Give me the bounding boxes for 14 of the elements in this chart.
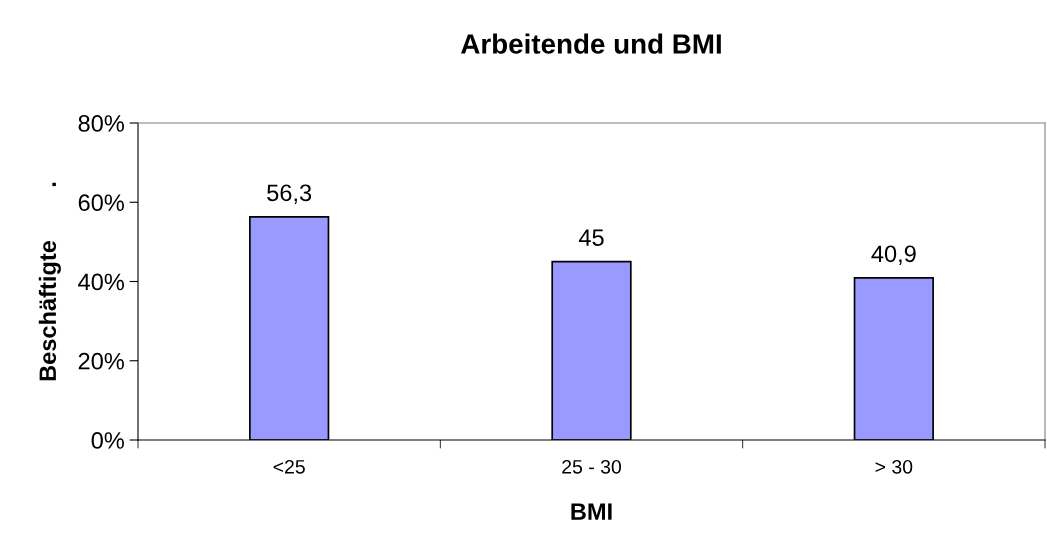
data-label: 45 (578, 229, 604, 246)
y-tick-label: 40% (78, 273, 124, 291)
data-label: 56,3 (267, 184, 312, 204)
y-tick-label: 80% (78, 115, 124, 132)
y-tick-label: 60% (78, 194, 124, 212)
y-tick-label: 20% (78, 352, 124, 370)
x-tick-label: <25 (273, 459, 305, 474)
x-tick-label: > 30 (875, 459, 913, 474)
data-label: 40,9 (871, 245, 916, 265)
x-axis-title: BMI (571, 503, 612, 520)
y-tick-label: 0% (91, 432, 124, 449)
x-tick-label: 25 - 30 (562, 459, 622, 474)
y-axis-title: Beschäftigte . (38, 182, 61, 381)
chart-title: Arbeitende und BMI (461, 33, 721, 54)
